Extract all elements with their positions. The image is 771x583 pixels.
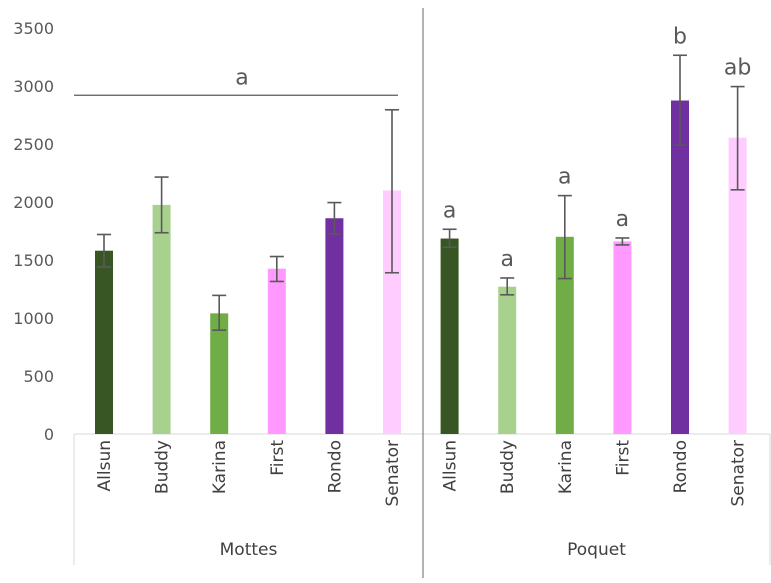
- bar-mottes-karina: [210, 313, 229, 434]
- bar-mottes-senator: [383, 190, 401, 434]
- bar-mottes-allsun: [95, 250, 113, 434]
- group-label-poquet: Poquet: [567, 540, 626, 560]
- y-tick-label: 0: [44, 425, 54, 444]
- x-category-label: Rondo: [325, 440, 345, 493]
- y-tick-label: 2000: [13, 193, 54, 212]
- y-tick-label: 3000: [13, 77, 54, 96]
- x-category-label: Senator: [383, 440, 403, 507]
- x-category-label: Karina: [556, 440, 576, 494]
- x-category-label: Karina: [210, 440, 230, 494]
- x-category-label: Buddy: [153, 440, 173, 494]
- bar-poquet-karina: [555, 236, 574, 434]
- significance-letter: a: [616, 207, 629, 232]
- group-bracket-letter: a: [235, 65, 248, 90]
- significance-letter: a: [443, 198, 456, 223]
- bar-poquet-first: [613, 241, 632, 434]
- bar-mottes-rondo: [325, 218, 344, 434]
- significance-letter: ab: [724, 56, 751, 81]
- y-tick-label: 1000: [13, 309, 54, 328]
- significance-letter: a: [500, 247, 513, 272]
- x-category-label: Buddy: [498, 440, 518, 494]
- significance-letter: b: [673, 24, 687, 49]
- bar-poquet-senator: [728, 137, 747, 434]
- bar-poquet-allsun: [440, 238, 459, 434]
- bar-poquet-rondo: [671, 100, 689, 434]
- significance-letter: a: [558, 165, 571, 190]
- x-category-label: Senator: [729, 440, 749, 507]
- x-category-label: First: [268, 440, 288, 476]
- group-label-mottes: Mottes: [220, 540, 278, 560]
- bar-mottes-first: [267, 268, 286, 434]
- x-category-label: Allsun: [95, 440, 115, 491]
- bar-poquet-buddy: [498, 286, 517, 434]
- x-category-label: Rondo: [671, 440, 691, 493]
- y-tick-label: 500: [23, 367, 54, 386]
- bar-mottes-buddy: [152, 204, 171, 434]
- x-category-label: First: [613, 440, 633, 476]
- y-tick-label: 1500: [13, 251, 54, 270]
- x-category-label: Allsun: [441, 440, 461, 491]
- y-tick-label: 3500: [13, 19, 54, 38]
- y-tick-label: 2500: [13, 135, 54, 154]
